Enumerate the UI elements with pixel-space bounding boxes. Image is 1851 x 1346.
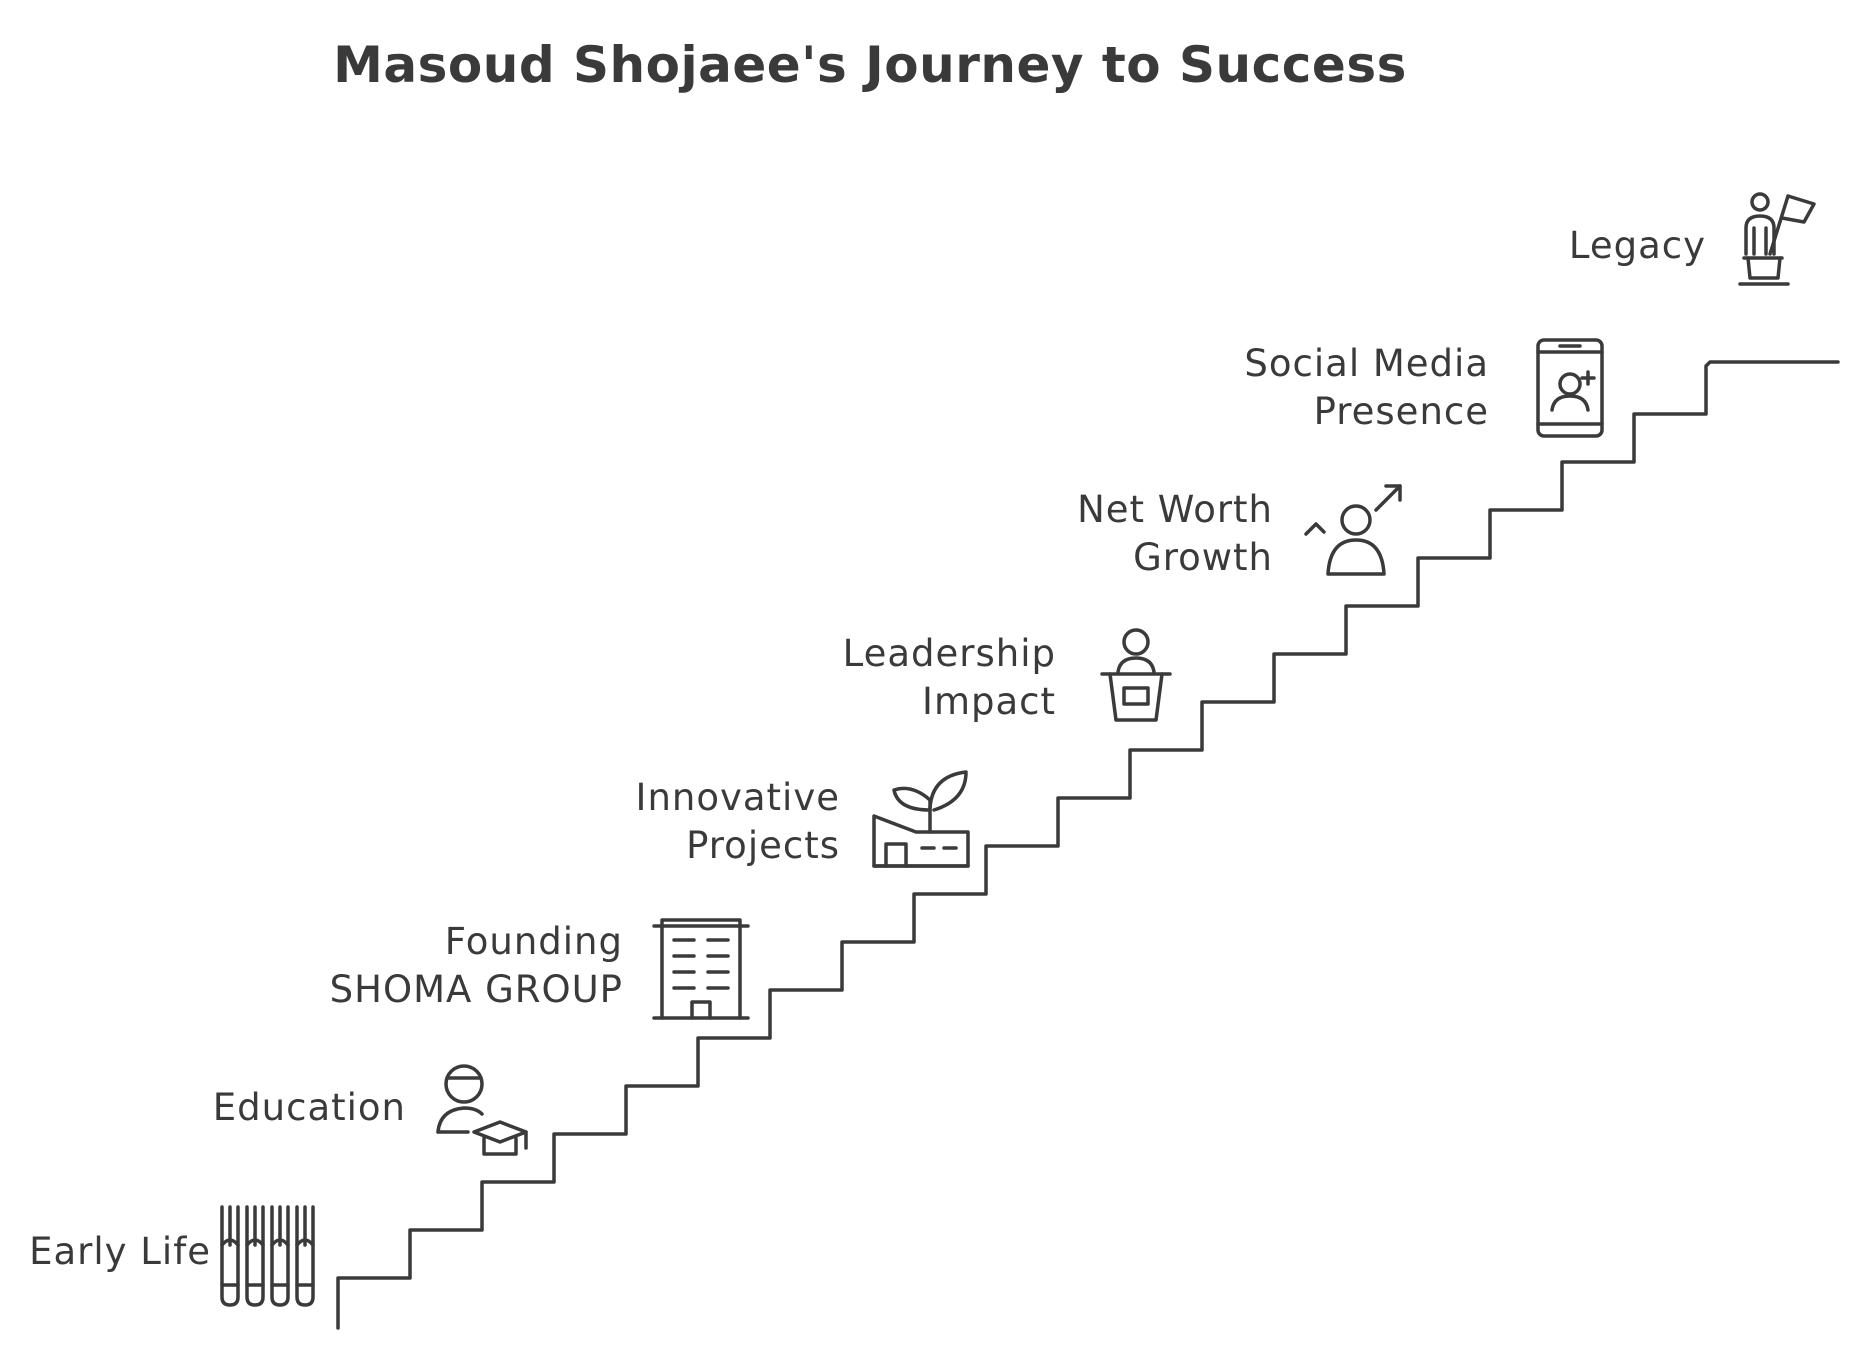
step-label-social-media-presence: Social Media Presence xyxy=(1244,342,1489,433)
test-tubes-icon xyxy=(220,1205,315,1307)
person-growth-icon xyxy=(1304,484,1402,576)
step-label-net-worth-growth: Net Worth Growth xyxy=(1077,488,1273,579)
factory-sprout-icon xyxy=(872,770,970,868)
step-label-leadership-impact: Leadership Impact xyxy=(842,632,1056,723)
diagram-title: Masoud Shojaee's Journey to Success xyxy=(333,36,1407,94)
phone-add-user-icon xyxy=(1536,338,1604,438)
person-flag-pedestal-icon xyxy=(1738,192,1816,286)
staircase-line xyxy=(336,360,1840,1330)
speaker-podium-icon xyxy=(1100,628,1172,722)
graduate-icon xyxy=(436,1064,528,1156)
office-building-icon xyxy=(652,918,750,1020)
step-label-founding: Founding SHOMA GROUP xyxy=(329,920,623,1011)
step-label-education: Education xyxy=(212,1086,406,1129)
step-label-innovative-projects: Innovative Projects xyxy=(635,776,840,867)
step-label-legacy: Legacy xyxy=(1568,224,1706,267)
step-label-early-life: Early Life xyxy=(29,1230,211,1273)
